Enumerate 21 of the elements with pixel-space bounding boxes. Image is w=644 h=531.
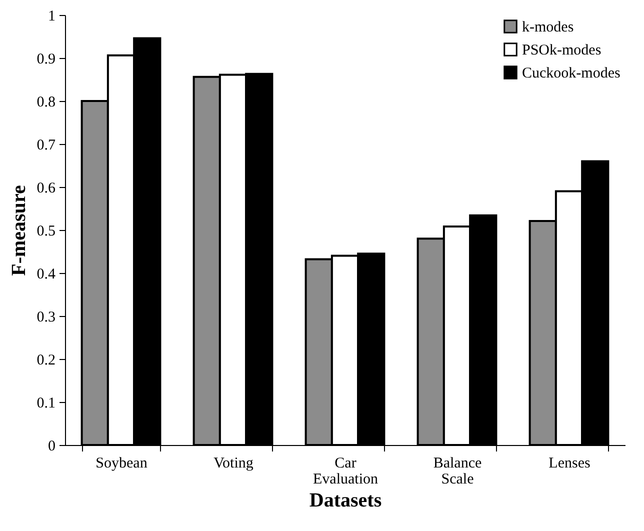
x-tick-label: Balance Scale <box>433 456 482 488</box>
x-tick-label: Voting <box>214 456 254 472</box>
legend-label: PSOk-modes <box>522 42 602 58</box>
y-tick-label: 0.6 <box>36 180 56 196</box>
x-tick-label: Soybean <box>96 456 148 472</box>
y-tick-label: 0.8 <box>36 94 56 110</box>
y-tick-label: 0.9 <box>36 52 56 68</box>
y-tick-label: 0.4 <box>36 266 56 282</box>
y-tick-label: 0.1 <box>36 396 56 412</box>
y-tick-label: 0.5 <box>36 224 56 240</box>
x-tick-label: Lenses <box>548 456 590 472</box>
y-tick-label: 0 <box>48 438 56 454</box>
legend-label: k-modes <box>522 20 574 36</box>
y-tick-label: 0.7 <box>36 138 56 154</box>
legend-label: Cuckook-modes <box>522 66 620 82</box>
x-axis-title: Datasets <box>309 490 382 512</box>
x-tick-label: Car Evaluation <box>313 456 378 488</box>
y-tick-label: 1 <box>48 8 56 24</box>
y-axis-title: F-measure <box>8 185 30 276</box>
y-tick-label: 0.3 <box>36 310 56 326</box>
y-tick-label: 0.2 <box>36 352 56 368</box>
